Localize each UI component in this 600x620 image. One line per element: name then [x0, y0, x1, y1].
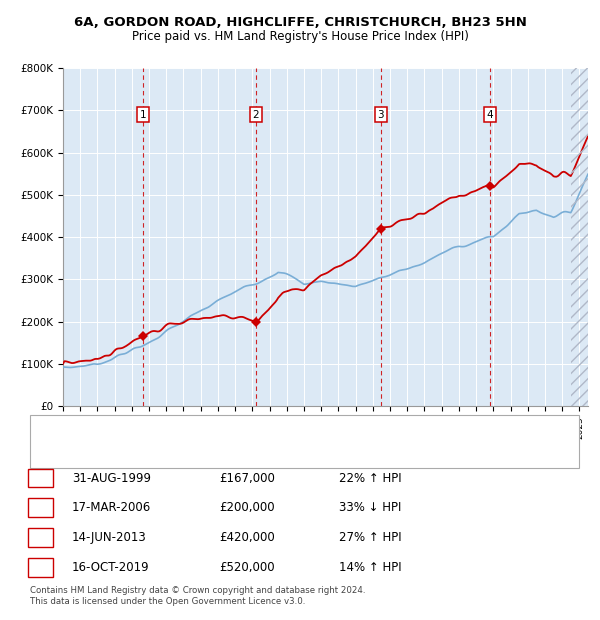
- Text: 6A, GORDON ROAD, HIGHCLIFFE, CHRISTCHURCH, BH23 5HN (detached house): 6A, GORDON ROAD, HIGHCLIFFE, CHRISTCHURC…: [63, 425, 458, 435]
- Text: 33% ↓ HPI: 33% ↓ HPI: [339, 502, 401, 514]
- Text: 6A, GORDON ROAD, HIGHCLIFFE, CHRISTCHURCH, BH23 5HN: 6A, GORDON ROAD, HIGHCLIFFE, CHRISTCHURC…: [74, 16, 526, 29]
- Text: 1: 1: [37, 472, 44, 484]
- Text: £167,000: £167,000: [219, 472, 275, 484]
- Text: 22% ↑ HPI: 22% ↑ HPI: [339, 472, 401, 484]
- Text: 3: 3: [37, 531, 44, 544]
- Text: HPI: Average price, detached house, Bournemouth Christchurch and Poole: HPI: Average price, detached house, Bour…: [63, 450, 434, 459]
- Text: 31-AUG-1999: 31-AUG-1999: [72, 472, 151, 484]
- Text: 3: 3: [377, 110, 384, 120]
- Text: 17-MAR-2006: 17-MAR-2006: [72, 502, 151, 514]
- Text: 4: 4: [37, 561, 44, 574]
- Text: 1: 1: [140, 110, 146, 120]
- Text: 16-OCT-2019: 16-OCT-2019: [72, 561, 149, 574]
- Text: 27% ↑ HPI: 27% ↑ HPI: [339, 531, 401, 544]
- Text: This data is licensed under the Open Government Licence v3.0.: This data is licensed under the Open Gov…: [30, 597, 305, 606]
- Text: £200,000: £200,000: [219, 502, 275, 514]
- Text: 14-JUN-2013: 14-JUN-2013: [72, 531, 147, 544]
- Text: Contains HM Land Registry data © Crown copyright and database right 2024.: Contains HM Land Registry data © Crown c…: [30, 586, 365, 595]
- Text: 2: 2: [253, 110, 259, 120]
- Text: 14% ↑ HPI: 14% ↑ HPI: [339, 561, 401, 574]
- Text: Price paid vs. HM Land Registry's House Price Index (HPI): Price paid vs. HM Land Registry's House …: [131, 30, 469, 43]
- Text: £520,000: £520,000: [219, 561, 275, 574]
- Text: 2: 2: [37, 502, 44, 514]
- Text: £420,000: £420,000: [219, 531, 275, 544]
- Text: 4: 4: [487, 110, 493, 120]
